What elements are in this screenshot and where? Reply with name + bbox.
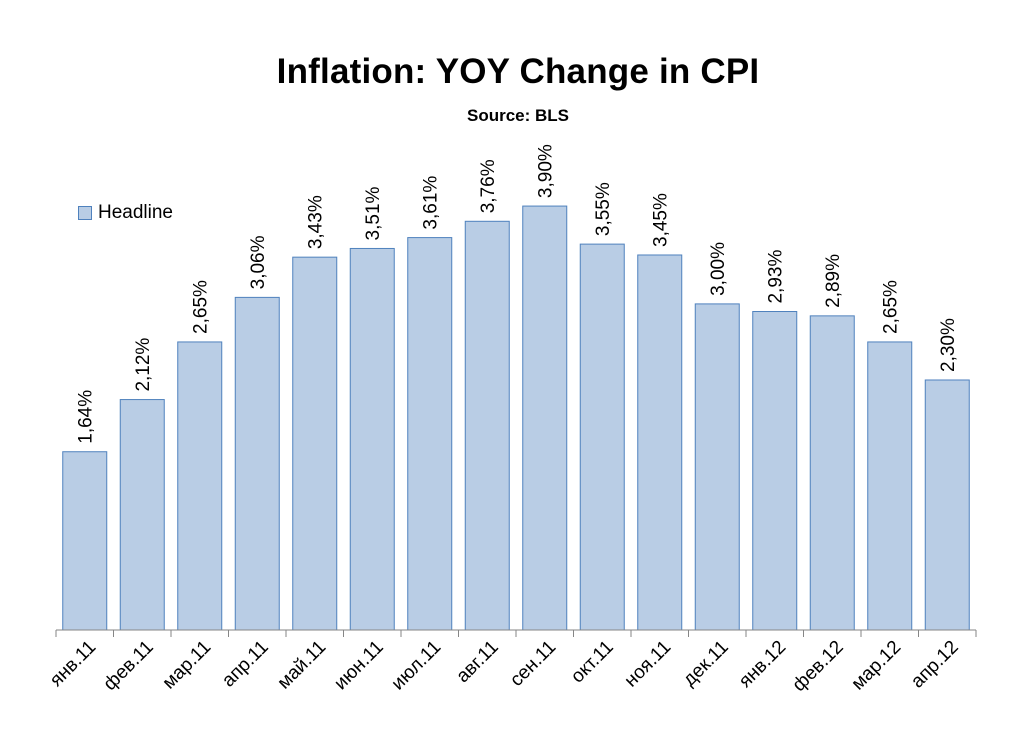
- bar-15: [924, 379, 970, 631]
- bar-13: [809, 315, 855, 631]
- x-tick-label-4: май.11: [274, 637, 331, 694]
- data-label-7: 3,76%: [478, 159, 499, 213]
- x-tick-label-9: окт.11: [567, 637, 618, 688]
- legend-label-headline: Headline: [98, 202, 173, 223]
- bar-7: [464, 220, 510, 631]
- bar-14: [867, 341, 913, 631]
- bar-3: [234, 296, 280, 631]
- bar-4: [292, 256, 338, 631]
- data-label-2: 2,65%: [191, 280, 212, 334]
- data-label-9: 3,55%: [593, 182, 614, 236]
- data-label-0: 1,64%: [76, 390, 97, 444]
- x-tick-label-11: дек.11: [679, 637, 733, 691]
- bar-8: [522, 205, 568, 631]
- bar-2: [177, 341, 223, 631]
- chart-subtitle: Source: BLS: [466, 106, 570, 125]
- bar-9: [579, 243, 625, 631]
- data-label-4: 3,43%: [306, 195, 327, 249]
- bar-11: [694, 303, 740, 631]
- x-tick-label-10: ноя.11: [621, 637, 676, 692]
- data-label-12: 2,93%: [766, 250, 787, 304]
- x-tick-label-13: фев.12: [789, 637, 848, 696]
- bar-5: [349, 247, 395, 631]
- x-tick-label-8: сен.11: [506, 637, 560, 691]
- x-tick-label-14: мар.12: [848, 637, 906, 695]
- chart-title: Inflation: YOY Change in CPI: [276, 52, 760, 91]
- x-tick-label-7: авг.11: [452, 637, 502, 687]
- data-label-14: 2,65%: [881, 280, 902, 334]
- legend-swatch-headline: [78, 206, 92, 220]
- data-label-10: 3,45%: [651, 193, 672, 247]
- data-label-5: 3,51%: [363, 186, 384, 240]
- x-tick-label-12: янв.12: [735, 637, 790, 692]
- x-tick-label-5: июн.11: [330, 637, 388, 695]
- x-tick-label-1: фев.11: [100, 637, 158, 695]
- x-tick-label-15: апр.12: [907, 637, 963, 693]
- data-label-3: 3,06%: [248, 235, 269, 289]
- bar-1: [119, 399, 165, 631]
- bar-12: [752, 311, 798, 631]
- data-label-11: 3,00%: [708, 242, 729, 296]
- bar-0: [62, 451, 108, 631]
- data-label-1: 2,12%: [133, 338, 154, 392]
- bar-6: [407, 237, 453, 631]
- data-label-6: 3,61%: [421, 176, 442, 230]
- x-tick-label-2: мар.11: [159, 637, 216, 694]
- data-label-8: 3,90%: [536, 144, 557, 198]
- x-tick-label-0: янв.11: [46, 637, 100, 691]
- legend: Headline: [78, 202, 173, 224]
- x-tick-label-6: июл.11: [388, 637, 446, 695]
- bar-10: [637, 254, 683, 631]
- data-label-15: 2,30%: [938, 318, 959, 372]
- data-label-13: 2,89%: [823, 254, 844, 308]
- x-tick-label-3: апр.11: [218, 637, 273, 692]
